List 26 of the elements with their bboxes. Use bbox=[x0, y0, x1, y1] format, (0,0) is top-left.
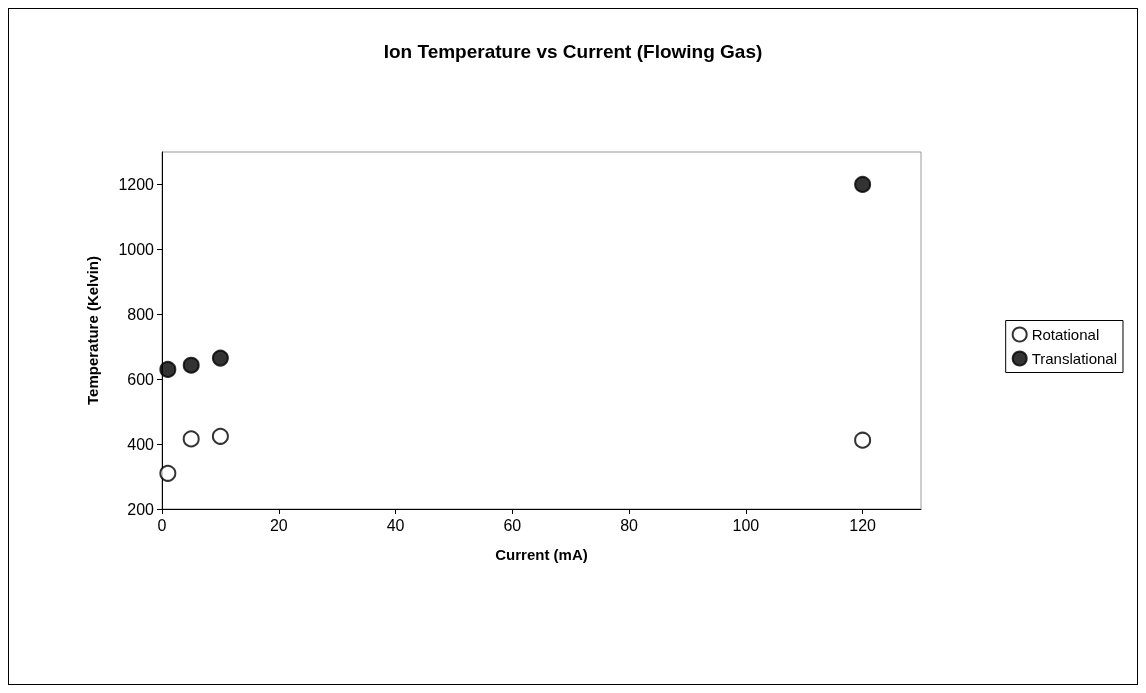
point bbox=[159, 464, 177, 482]
point bbox=[182, 430, 200, 448]
point bbox=[854, 175, 872, 193]
chart-title: Ion Temperature vs Current (Flowing Gas) bbox=[383, 41, 763, 62]
legend-label: Translational bbox=[1031, 350, 1118, 367]
point bbox=[182, 356, 200, 374]
y-tick-label: 400 bbox=[127, 435, 155, 453]
y-tick-label: 600 bbox=[127, 370, 155, 388]
point bbox=[159, 360, 177, 378]
y-tick-label: 200 bbox=[127, 500, 155, 518]
x-tick-label: 100 bbox=[732, 516, 760, 534]
point bbox=[211, 349, 229, 367]
x-axis-title: Current (mA) bbox=[495, 546, 588, 563]
point bbox=[211, 427, 229, 445]
x-tick-label: 120 bbox=[849, 516, 877, 534]
y-axis-title: Temperature (Kelvin) bbox=[84, 256, 101, 405]
legend-label: Rotational bbox=[1031, 326, 1100, 343]
point bbox=[854, 431, 872, 449]
y-tick-label: 1200 bbox=[118, 175, 155, 193]
x-tick-label: 60 bbox=[503, 516, 522, 534]
x-tick-label: 40 bbox=[386, 516, 405, 534]
y-tick-label: 1000 bbox=[118, 240, 155, 258]
x-tick-label: 80 bbox=[620, 516, 639, 534]
y-tick-label: 800 bbox=[127, 305, 155, 323]
x-tick-label: 20 bbox=[269, 516, 288, 534]
x-tick-label: 0 bbox=[157, 516, 167, 534]
